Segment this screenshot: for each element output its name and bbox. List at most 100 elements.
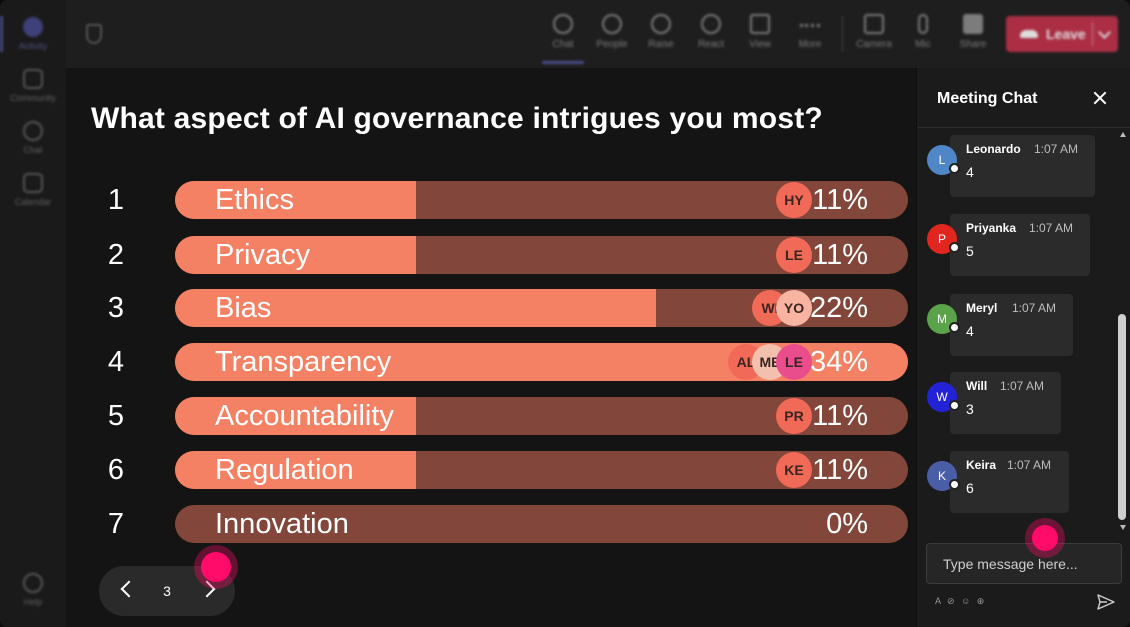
chat-bubble: Will 1:07 AM 3	[950, 372, 1061, 434]
toolbar-people-button[interactable]: People	[587, 8, 637, 62]
toolbar-camera-button[interactable]: Camera	[849, 8, 899, 62]
toolbar-raise-button[interactable]: Raise	[636, 8, 686, 62]
poll-stage: What aspect of AI governance intrigues y…	[66, 68, 916, 627]
chat-message: Leonardo 1:07 AM 4 L	[925, 135, 1105, 197]
chat-sender: Will	[966, 379, 988, 393]
toolbar-share-button[interactable]: Share	[948, 8, 998, 62]
pointer-highlight	[1032, 525, 1058, 551]
poll-option-row: 3 Bias 22% WI YO	[66, 289, 916, 327]
chat-message: Meryl 1:07 AM 4 M	[925, 294, 1105, 356]
page-number: 3	[163, 583, 171, 599]
poll-option-label: Regulation	[215, 454, 354, 486]
chat-timestamp: 1:07 AM	[1000, 379, 1045, 393]
presence-status-icon	[949, 479, 960, 490]
rail-item-community[interactable]: Community	[0, 60, 66, 112]
scroll-down-arrow-icon[interactable]	[1120, 525, 1126, 530]
poll-option-row: 7 Innovation 0%	[66, 505, 916, 543]
poll-option-bar: Ethics 11% HY	[175, 181, 908, 219]
poll-option-rank: 3	[107, 292, 125, 324]
toolbar-button-label: People	[596, 39, 628, 50]
format-tools[interactable]: A ⊘ ☺ ⊕	[935, 596, 987, 606]
rail-item-chat[interactable]: Chat	[0, 112, 66, 164]
poll-option-bar: Regulation 11% KE	[175, 451, 908, 489]
chat-message-input[interactable]	[926, 543, 1122, 584]
poll-option-fill	[175, 289, 656, 327]
grid-icon	[750, 14, 770, 34]
shield-icon	[86, 24, 102, 44]
rail-item-help[interactable]: Help	[0, 564, 66, 616]
voter-avatar: PR	[776, 398, 812, 434]
chevron-down-icon[interactable]	[1098, 26, 1111, 39]
toolbar-button-label: Chat	[552, 39, 574, 50]
toolbar-button-label: Mic	[915, 39, 931, 50]
poll-option-label: Accountability	[215, 400, 394, 432]
poll-option-row: 4 Transparency 34% AL ME LE	[66, 343, 916, 381]
poll-question: What aspect of AI governance intrigues y…	[91, 102, 823, 135]
avatar[interactable]: M	[927, 304, 957, 334]
community-icon	[23, 69, 43, 89]
leave-separator	[1092, 22, 1093, 46]
poll-option-fill	[175, 397, 416, 435]
app-rail: Activity Community Chat Calendar Help	[0, 0, 66, 627]
more-icon	[800, 24, 820, 34]
meeting-toolbar: Chat People Raise React View More Camera	[66, 0, 1130, 68]
poll-option-percent: 11%	[812, 400, 868, 432]
chat-bubble: Leonardo 1:07 AM 4	[950, 135, 1095, 197]
poll-option-label: Ethics	[215, 184, 294, 216]
poll-option-percent: 11%	[812, 184, 868, 216]
poll-option-bar: Innovation 0%	[175, 505, 908, 543]
poll-option-fill	[175, 236, 416, 274]
chat-sender: Keira	[966, 458, 997, 472]
poll-option-fill	[175, 181, 416, 219]
chat-text: 5	[966, 243, 974, 259]
rail-item-label: Community	[10, 93, 56, 103]
chat-text: 6	[966, 480, 974, 496]
chat-scrollbar[interactable]	[1116, 128, 1130, 534]
poll-option-row: 6 Regulation 11% KE	[66, 451, 916, 489]
presence-status-icon	[949, 322, 960, 333]
people-icon	[602, 14, 622, 34]
chat-timestamp: 1:07 AM	[1007, 458, 1052, 472]
chat-header: Meeting Chat	[917, 68, 1130, 128]
toolbar-divider	[842, 16, 843, 52]
chat-sender: Meryl	[966, 301, 998, 315]
pointer-highlight	[201, 552, 231, 582]
poll-option-bar: Privacy 11% LE	[175, 236, 908, 274]
poll-option-rank: 4	[107, 346, 125, 378]
presence-status-icon	[949, 400, 960, 411]
chat-timestamp: 1:07 AM	[1012, 301, 1057, 315]
toolbar-chat-button[interactable]: Chat	[538, 8, 588, 64]
bell-icon	[23, 17, 43, 37]
toolbar-more-button[interactable]: More	[785, 8, 835, 62]
poll-option-rank: 1	[107, 184, 125, 216]
leave-button-label: Leave	[1046, 26, 1086, 42]
send-icon[interactable]	[1097, 594, 1115, 610]
meeting-chat-panel: Meeting Chat Leonardo 1:07 AM 4 L Priyanka 1:…	[916, 68, 1130, 627]
mic-icon	[918, 14, 928, 34]
poll-option-label: Privacy	[215, 239, 311, 271]
toolbar-react-button[interactable]: React	[686, 8, 736, 62]
leave-button[interactable]: Leave	[1006, 16, 1118, 52]
poll-option-percent: 11%	[812, 239, 868, 271]
poll-option-row: 2 Privacy 11% LE	[66, 236, 916, 274]
chat-sender: Priyanka	[966, 221, 1017, 235]
chat-text: 4	[966, 323, 974, 339]
emoji-icon	[701, 14, 721, 34]
voter-avatar: YO	[776, 290, 812, 326]
rail-item-label: Activity	[18, 41, 48, 51]
close-icon[interactable]	[1092, 90, 1108, 106]
chat-message: Will 1:07 AM 3 W	[925, 372, 1105, 434]
scroll-up-arrow-icon[interactable]	[1120, 132, 1126, 137]
calendar-icon	[23, 173, 43, 193]
chat-message: Keira 1:07 AM 6 K	[925, 451, 1105, 513]
scroll-thumb[interactable]	[1118, 314, 1126, 520]
rail-item-activity[interactable]: Activity	[0, 8, 66, 60]
toolbar-button-label: More	[798, 39, 822, 50]
chat-bubble: Priyanka 1:07 AM 5	[950, 214, 1090, 276]
share-icon	[963, 14, 983, 34]
rail-item-calendar[interactable]: Calendar	[0, 164, 66, 216]
toolbar-mic-button[interactable]: Mic	[898, 8, 948, 62]
toolbar-view-button[interactable]: View	[735, 8, 785, 62]
rail-item-label: Chat	[23, 145, 43, 155]
poll-option-percent: 11%	[812, 454, 868, 486]
